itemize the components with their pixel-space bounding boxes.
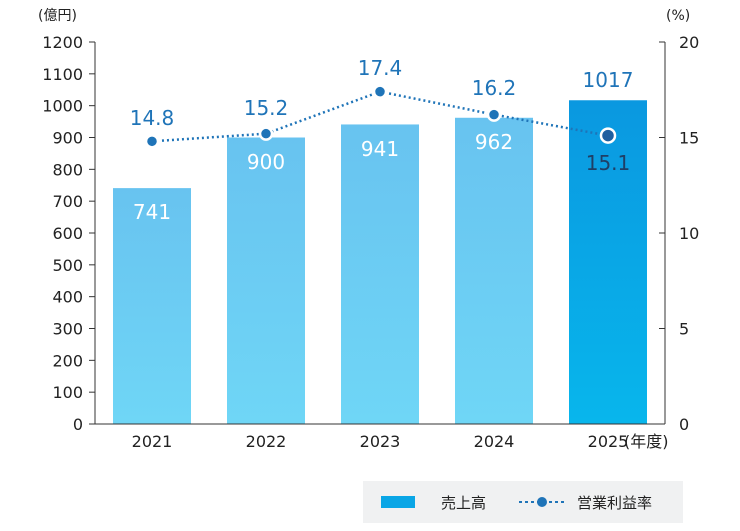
legend-bar-swatch [381,496,415,508]
x-tick-label: 2021 [132,432,173,451]
left-tick-label: 600 [52,224,83,243]
x-tick-label: 2022 [246,432,287,451]
bar-series: 741 900 941 962 1017 [113,68,647,424]
left-tick-label: 900 [52,129,83,148]
line-point [258,126,274,141]
bar-data-label: 941 [361,137,399,161]
left-tick-label: 400 [52,288,83,307]
x-tick-label: 2025 [588,432,629,451]
left-tick-label: 1000 [42,97,83,116]
left-tick-label: 700 [52,192,83,211]
line-series: 14.8 15.2 17.4 16.2 15.1 [130,56,631,175]
bar [113,188,191,424]
left-tick-label: 500 [52,256,83,275]
bar [569,100,647,424]
bar [341,124,419,424]
left-axis-unit: (億円) [38,8,77,24]
line-point [486,107,502,122]
line-point [144,134,160,149]
right-tick-label: 10 [679,224,699,243]
legend-line-label: 営業利益率 [577,494,652,512]
x-axis-unit: (年度) [624,432,669,451]
right-axis-unit: (%) [666,8,690,24]
left-tick-label: 800 [52,160,83,179]
left-tick-label: 1200 [42,33,83,52]
bar [227,137,305,424]
line-point [372,84,388,99]
left-tick-label: 300 [52,320,83,339]
right-tick-label: 0 [679,415,689,434]
right-tick-label: 20 [679,33,699,52]
x-tick-label: 2024 [474,432,515,451]
bar-data-label: 900 [247,150,285,174]
bar-data-label: 1017 [583,68,634,92]
right-tick-label: 5 [679,320,689,339]
left-tick-label: 100 [52,383,83,402]
legend-bar-label: 売上高 [441,494,486,512]
bar-data-label: 741 [133,200,171,224]
x-tick-label: 2023 [360,432,401,451]
legend-line-marker [537,497,547,507]
legend-background [363,481,683,523]
left-tick-label: 200 [52,351,83,370]
left-axis-ticks: 0 100 200 300 400 500 600 700 800 900 1000 1100 1200 [42,33,95,434]
line-data-label: 15.1 [586,151,631,175]
left-tick-label: 0 [73,415,83,434]
line-data-label: 16.2 [472,76,517,100]
line-data-label: 14.8 [130,106,175,130]
left-tick-label: 1100 [42,65,83,84]
line-point [599,127,617,144]
x-axis-ticks: 2021 2022 2023 2024 2025 [132,432,629,451]
right-tick-label: 15 [679,129,699,148]
bar-data-label: 962 [475,130,513,154]
bar [455,117,533,424]
line-data-label: 15.2 [244,96,289,120]
line-data-label: 17.4 [358,56,403,80]
legend: 売上高 営業利益率 [363,481,683,523]
